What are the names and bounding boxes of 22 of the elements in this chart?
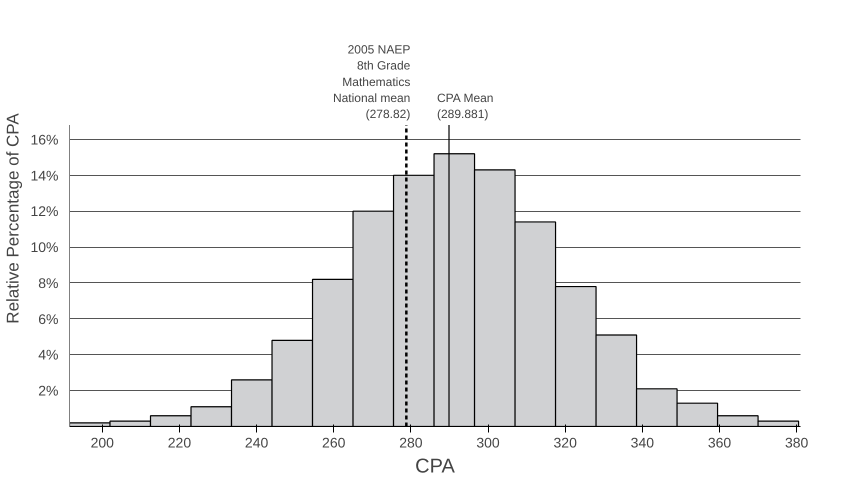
y-tick-label: 6% <box>38 310 58 327</box>
x-tick-label: 280 <box>399 434 423 450</box>
x-tick-label: 200 <box>90 434 114 450</box>
x-tick-label: 320 <box>554 434 578 450</box>
y-tick-label: 4% <box>38 346 58 363</box>
x-tick-label: 340 <box>630 434 654 450</box>
x-tick-label: 220 <box>168 434 192 450</box>
ref-line-label: CPA Mean (289.881) <box>437 90 494 122</box>
y-tick-label: 14% <box>30 167 59 184</box>
y-tick-label: 16% <box>30 131 59 148</box>
x-tick-label: 260 <box>322 434 346 450</box>
y-tick-label: 8% <box>38 274 58 291</box>
x-tick-label: 360 <box>708 434 732 450</box>
y-tick-label: 2% <box>38 382 58 399</box>
y-tick-label: 10% <box>30 239 59 256</box>
x-tick-label: 240 <box>244 434 268 450</box>
x-axis-title: CPA <box>415 456 456 478</box>
x-tick-label: 300 <box>476 434 500 450</box>
ref-line-label: 2005 NAEP 8th Grade Mathematics National mean (278.82) <box>332 42 411 122</box>
x-tick-label: 380 <box>784 434 809 450</box>
y-tick-label: 12% <box>30 203 59 220</box>
y-axis-title: Relative Percentage of CPA <box>3 112 22 324</box>
